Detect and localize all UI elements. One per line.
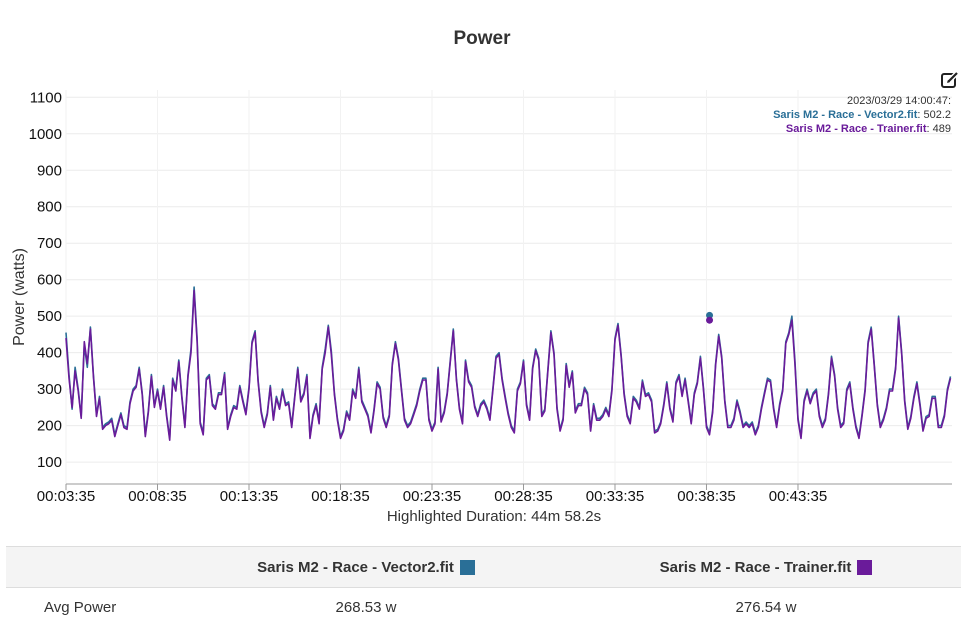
tooltip-series-name: Saris M2 - Race - Trainer.fit [786,123,927,135]
tooltip-line-trainer: Saris M2 - Race - Trainer.fit: 489 [786,123,951,135]
x-tick-label: 00:18:35 [311,488,369,505]
y-tick-label: 300 [37,381,62,398]
tooltip-line-vector2: Saris M2 - Race - Vector2.fit: 502.2 [773,109,951,121]
highlighted-duration: Highlighted Duration: 44m 58.2s [387,508,601,525]
y-tick-label: 400 [37,345,62,362]
y-tick-label: 900 [37,162,62,179]
series-color-swatch [857,559,873,575]
series-color-swatch [459,559,475,575]
x-tick-label: 00:38:35 [677,488,735,505]
tooltip-series-value: : 489 [927,123,951,135]
chart-title: Power [453,28,511,49]
tooltip-series-value: : 502.2 [917,109,951,121]
x-tick-label: 00:33:35 [586,488,644,505]
tooltip-series-name: Saris M2 - Race - Vector2.fit [773,109,918,121]
hover-marker-vector2 [706,311,714,319]
x-tick-label: 00:28:35 [494,488,552,505]
series-lines[interactable] [65,286,952,441]
x-axis-ticks: 00:03:35 00:08:35 00:13:35 00:18:35 00:23:35… [37,484,827,505]
series-line-trainer[interactable] [65,289,952,441]
hover-marker-trainer [706,316,714,324]
power-chart: Power 100 200 300 400 500 600 700 800 900 1000 110… [11,28,952,525]
y-tick-label: 800 [37,199,62,216]
grid-lines [65,90,952,484]
row-label: Avg Power [44,599,117,616]
y-axis-ticks: 100 200 300 400 500 600 700 800 900 1000 1100 [29,89,62,471]
column-title: Saris M2 - Race - Vector2.fit [257,558,454,576]
row-value-trainer: 276.54 w [735,599,797,616]
y-tick-label: 100 [37,454,62,471]
summary-table: Saris M2 - Race - Vector2.fit Saris M2 -… [6,546,961,628]
summary-row: Avg Power 268.53 w 276.54 w [6,588,961,628]
x-tick-label: 00:43:35 [769,488,827,505]
tooltip-timestamp: 2023/03/29 14:00:47: [847,95,951,107]
column-title: Saris M2 - Race - Trainer.fit [659,558,852,576]
summary-col-trainer: Saris M2 - Race - Trainer.fit [606,547,926,587]
summary-header: Saris M2 - Race - Vector2.fit Saris M2 -… [6,546,961,588]
y-tick-label: 1000 [29,126,62,143]
x-tick-label: 00:23:35 [403,488,461,505]
x-tick-label: 00:13:35 [220,488,278,505]
tooltip: 2023/03/29 14:00:47: Saris M2 - Race - V… [773,95,951,135]
y-tick-label: 1100 [30,89,62,106]
x-tick-label: 00:08:35 [128,488,186,505]
y-tick-label: 700 [37,235,62,252]
x-tick-label: 00:03:35 [37,488,95,505]
edit-icon[interactable] [940,70,960,90]
y-tick-label: 500 [37,308,62,325]
y-tick-label: 200 [37,418,62,435]
hover-markers [706,311,714,324]
summary-col-vector2: Saris M2 - Race - Vector2.fit [206,547,526,587]
y-tick-label: 600 [37,272,62,289]
y-axis-title: Power (watts) [11,248,28,346]
row-value-vector2: 268.53 w [335,599,397,616]
